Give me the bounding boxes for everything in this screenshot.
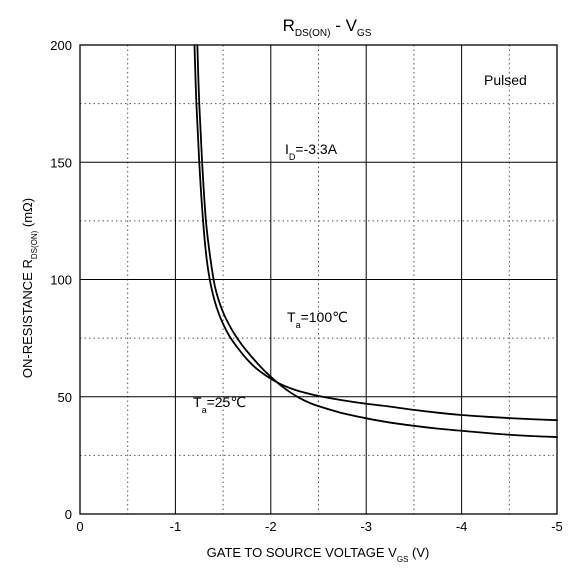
y-tick-labels: 0 50 100 150 200 [50, 38, 72, 522]
x-tick-label: 0 [76, 519, 83, 534]
x-tick-label: -4 [456, 519, 468, 534]
ta25-annotation: Ta=25℃ [193, 394, 246, 415]
x-tick-label: -1 [170, 519, 182, 534]
y-tick-label: 100 [50, 273, 72, 288]
y-tick-label: 0 [65, 507, 72, 522]
series-line-ta-25c [196, 44, 558, 438]
x-tick-label: -3 [360, 519, 372, 534]
y-tick-label: 50 [58, 390, 72, 405]
x-tick-label: -5 [551, 519, 563, 534]
series-group [193, 44, 558, 438]
id-annotation: ID=-3.3A [285, 141, 338, 162]
plot-frame [79, 44, 558, 515]
y-axis-label: ON-RESISTANCE RDS(ON) (mΩ) [20, 198, 39, 378]
chart-title: RDS(ON) - VGS [283, 16, 372, 39]
x-axis-label: GATE TO SOURCE VOLTAGE VGS (V) [207, 545, 430, 564]
series-line-ta-100c [193, 44, 558, 422]
x-tick-label: -2 [265, 519, 277, 534]
y-tick-label: 200 [50, 38, 72, 53]
y-tick-label: 150 [50, 155, 72, 170]
ta100-annotation: Ta=100℃ [287, 309, 348, 330]
pulsed-annotation: Pulsed [484, 72, 527, 88]
x-tick-labels: 0 -1 -2 -3 -4 -5 [76, 519, 562, 534]
major-gridlines [80, 45, 557, 514]
